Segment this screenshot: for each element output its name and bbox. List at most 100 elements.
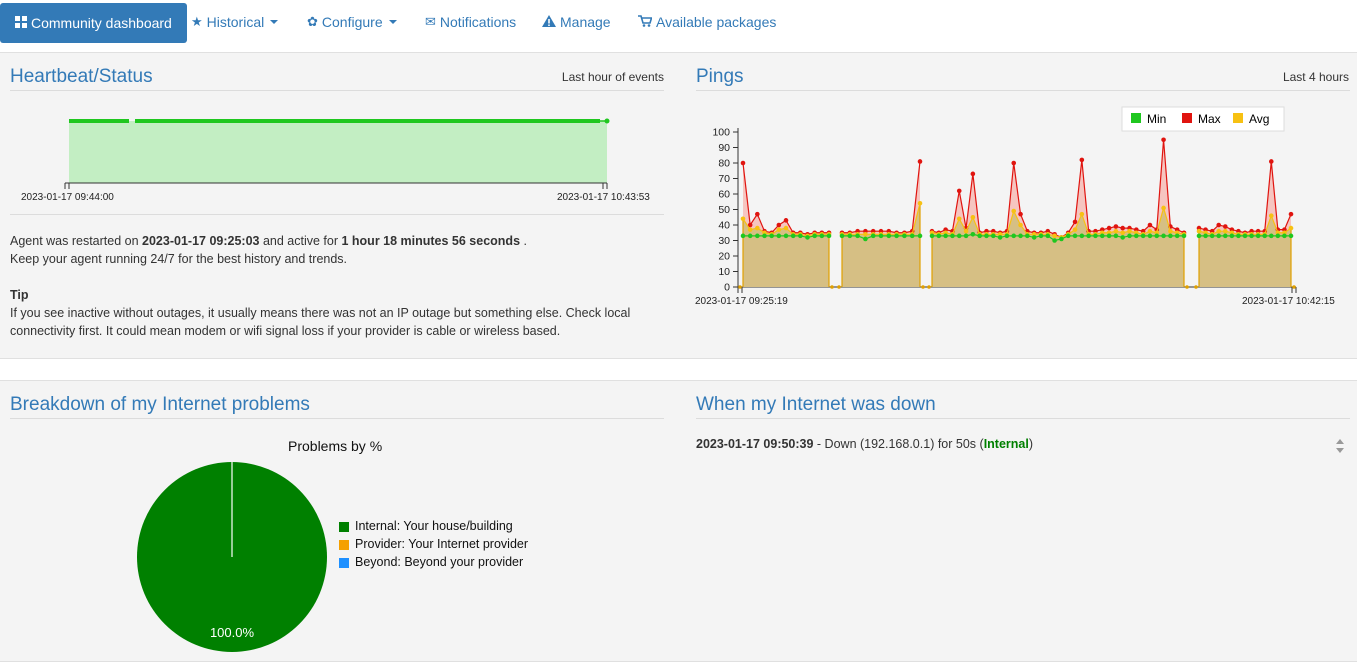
series-min-point [1093,233,1098,239]
pings-plot-area [738,137,1296,289]
series-avg-point [863,232,868,237]
active-duration: 1 hour 18 minutes 56 seconds [341,234,521,248]
series-avg-point [1147,228,1153,234]
nav-configure[interactable]: ✿ Configure [307,0,397,44]
series-min-point [1161,233,1166,239]
gap-point [1185,285,1189,289]
series-max-point [1113,224,1119,229]
series-avg-point [1011,208,1017,214]
nav-notifications[interactable]: ✉ Notifications [425,0,516,44]
downtime-title: When my Internet was down [696,394,936,415]
legend-swatch-min [1131,113,1141,123]
divider [10,90,664,91]
y-tick-label: 90 [718,142,730,154]
nav-label: Notifications [439,14,517,30]
gap-point [830,285,834,289]
series-min-point [1249,233,1254,239]
series-max-line [1198,161,1292,234]
agent-text: and active for [259,234,342,248]
series-avg-point [776,227,782,232]
series-min-point [1072,233,1078,239]
series-max-point [956,188,962,194]
series-avg-point [1216,228,1222,234]
legend-label-min: Min [1147,112,1166,126]
legend-swatch-max [1182,113,1192,123]
nav-available-packages[interactable]: Available packages [638,0,776,44]
tip-text: If you see inactive without outages, it … [10,306,631,338]
star-icon: ★ [191,14,203,29]
series-max-point [917,159,923,164]
series-min-point [936,233,942,239]
series-min-point [1106,233,1112,239]
series-min-point [1113,233,1119,239]
series-min-point [1236,233,1241,239]
series-max-point [755,211,760,217]
legend-swatch-provider [339,539,349,550]
chevron-down-icon [388,20,397,24]
series-avg-point [970,214,976,220]
downtime-category: Internal [983,437,1029,451]
series-avg-point [1288,225,1294,231]
series-max-line [842,161,921,234]
series-min-point [997,235,1003,240]
series-min-point [1168,233,1173,239]
series-max-point [1106,225,1112,231]
pie-legend: Internal: Your house/building Provider: … [339,517,528,571]
series-min-point [1268,233,1274,239]
series-min-point [863,236,868,242]
nav-community-dashboard[interactable]: Community dashboard [0,3,187,43]
avg-area [932,207,1184,287]
gap-point [837,285,841,289]
series-min-point [1134,233,1139,239]
series-min-point [798,233,803,239]
divider [696,418,1350,419]
series-avg-point [963,228,969,234]
series-min-point [984,233,989,239]
series-min-point [1282,233,1287,239]
nav-label: Configure [321,14,383,30]
series-min-point [917,233,923,239]
series-min-point [1052,238,1057,243]
legend-swatch-beyond [339,557,349,568]
series-min-point [1262,233,1268,239]
series-min-point [1011,233,1017,239]
divider [10,214,664,215]
series-min-point [943,233,948,239]
series-min-point [1242,233,1248,239]
series-min-point [855,233,860,239]
series-min-point [909,233,915,239]
series-min-point [1140,233,1146,239]
avg-area [1199,215,1291,287]
pie-legend-item: Beyond: Beyond your provider [339,553,528,571]
heartbeat-point [604,118,610,124]
series-max-point [776,222,782,228]
series-min-point [1127,233,1132,239]
y-tick-label: 20 [718,251,730,263]
series-max-point [783,218,789,223]
series-min-point [1154,233,1160,239]
max-band-area [743,163,829,236]
agent-text: Agent was restarted on [10,234,143,248]
nav-manage[interactable]: Manage [542,0,611,44]
nav-historical[interactable]: ★ Historical [191,0,279,44]
legend-label: Provider: Your Internet provider [355,537,529,551]
series-min-point [1086,233,1091,239]
heartbeat-title: Heartbeat/Status [10,66,153,87]
series-min-point [1031,235,1037,240]
series-min-point [783,233,789,239]
series-min-point [805,235,810,240]
pings-legend-box [1121,106,1285,132]
series-avg-point [1072,227,1078,232]
series-min-point [755,233,760,239]
series-min-point [1216,233,1222,239]
legend-label: Internal: Your house/building [355,519,513,533]
downtime-entry: 2023-01-17 09:50:39 - Down (192.168.0.1)… [696,435,1033,453]
y-tick-label: 70 [718,173,730,185]
avg-area [842,203,920,287]
y-tick-label: 100 [712,127,730,139]
divider [10,418,664,419]
scroll-arrows-icon[interactable] [1335,437,1345,455]
series-min-point [776,233,782,239]
envelope-icon: ✉ [425,14,436,29]
nav-label: Available packages [656,14,777,30]
